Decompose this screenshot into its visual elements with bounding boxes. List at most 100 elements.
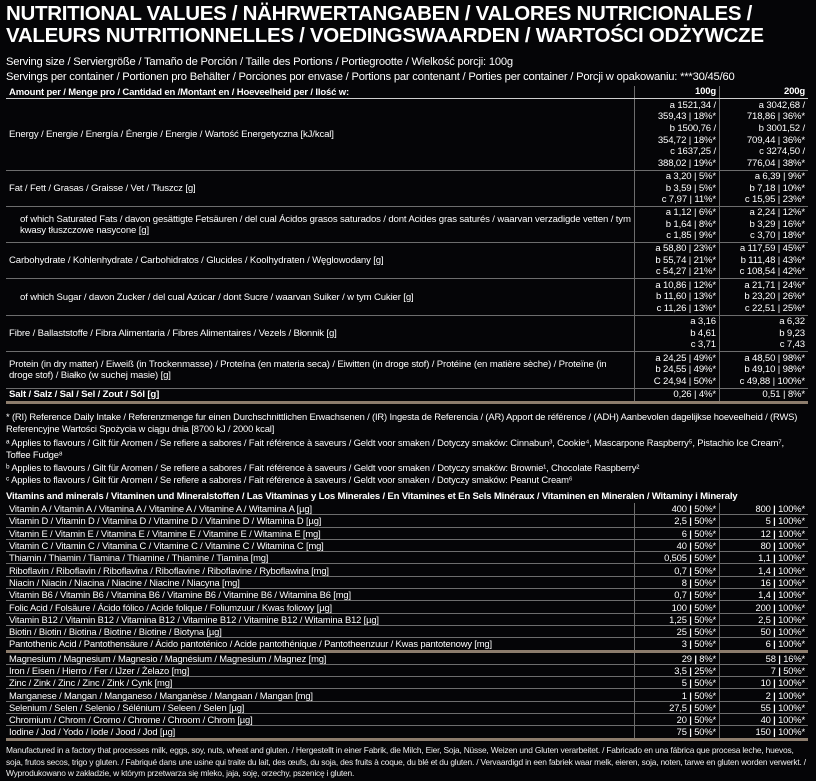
vitamin-label: Vitamin C / Vitamin C / Vitamina C / Vit…	[6, 539, 635, 553]
value-200g: a 6,32 b 9,23 c 7,43	[719, 315, 808, 352]
nutrition-row-salt: Salt / Salz / Sal / Sel / Zout / Sól [g]…	[6, 388, 808, 404]
percent-ri: 100%*	[778, 564, 805, 576]
vitamin-label: Niacin / Niacin / Niacina / Niacine / Ni…	[6, 576, 635, 590]
nutrition-row: of which Sugar / davon Zucker / del cual…	[6, 278, 808, 316]
value-line: c 3274,50 /	[759, 146, 805, 158]
value-line: b 111,48 | 43%*	[740, 254, 806, 266]
vitamin-row: Zinc / Zink / Zinc / Zinc / Zink / Cynk …	[6, 676, 808, 690]
amount: 75	[676, 726, 687, 738]
separator: |	[770, 540, 779, 552]
amount: 1,25	[669, 613, 687, 625]
value-line: a 3042,68 /	[758, 99, 806, 111]
separator: |	[686, 689, 695, 701]
separator: |	[686, 701, 695, 713]
vitamin-label: Vitamin D / Vitamin D / Vitamina D / Vit…	[6, 514, 635, 528]
separator: |	[686, 564, 695, 576]
amount: 55	[760, 701, 771, 713]
vitamin-label: Manganese / Mangan / Manganeso / Manganè…	[6, 688, 635, 702]
amount: 1,4	[758, 564, 771, 576]
amount: 3	[681, 638, 687, 650]
percent-ri: 100%*	[778, 515, 805, 527]
separator: |	[686, 677, 695, 689]
value-line: c 1637,25 /	[670, 146, 716, 158]
vitamin-row: Vitamin E / Vitamin E / Vitamina E / Vit…	[6, 527, 808, 540]
value-line: b 4,61	[690, 327, 716, 339]
servings-per-container: Servings per container / Portionen pro B…	[6, 71, 735, 83]
separator: |	[686, 726, 695, 738]
separator: |	[686, 515, 695, 527]
vitamin-label: Riboflavin / Riboflavin / Riboflavina / …	[6, 563, 635, 577]
separator: |	[770, 714, 779, 726]
amount: 400	[671, 503, 687, 515]
value-line: 359,43 | 18%*	[657, 111, 716, 123]
separator: |	[770, 701, 779, 713]
vitamin-label: Vitamin B6 / Vitamin B6 / Vitamina B6 / …	[6, 588, 635, 602]
amount: 16	[760, 576, 771, 588]
value-line: b 7,18 | 10%*	[749, 182, 806, 194]
value-200g: 7 | 50%*	[719, 664, 808, 678]
value-200g: a 3042,68 /718,86 | 36%* b 3001,52 /709,4…	[719, 98, 808, 171]
separator: |	[775, 652, 784, 664]
percent-ri: 100%*	[778, 503, 805, 515]
value-line: a 3,16	[690, 316, 716, 328]
value-line: c 7,43	[779, 339, 805, 351]
amount: 5	[765, 515, 771, 527]
percent-ri: 50%*	[694, 689, 716, 701]
value-line: a 1521,34 /	[669, 99, 717, 111]
vitamin-label: Chromium / Chrom / Cromo / Chrome / Chro…	[6, 713, 635, 727]
value-line: b 3,29 | 16%*	[749, 218, 806, 230]
value-100g: a 3,20 | 5%* b 3,59 | 5%* c 7,97 | 11%*	[634, 170, 720, 207]
value-line: b 1,64 | 8%*	[665, 218, 716, 230]
nutrient-label: Fibre / Ballaststoffe / Fibra Alimentari…	[6, 315, 635, 352]
separator: |	[686, 613, 695, 625]
percent-ri: 50%*	[694, 726, 716, 738]
amount: 2,5	[758, 613, 771, 625]
separator: |	[770, 527, 779, 539]
separator: |	[770, 552, 779, 564]
amount: 1	[681, 689, 687, 701]
value-200g: 58 | 16%*	[719, 651, 808, 665]
separator: |	[686, 601, 695, 613]
separator: |	[770, 626, 779, 638]
percent-ri: 25%*	[694, 665, 716, 676]
separator: |	[686, 552, 695, 564]
percent-ri: 100%*	[778, 626, 805, 638]
percent-ri: 50%*	[694, 701, 716, 713]
vitamin-row: Vitamin C / Vitamin C / Vitamina C / Vit…	[6, 539, 808, 553]
value-line: 388,02 | 19%*	[657, 157, 716, 169]
nutrient-label: of which Sugar / davon Zucker / del cual…	[6, 278, 635, 316]
percent-ri: 100%*	[778, 589, 805, 601]
value-100g: 75 | 50%*	[634, 725, 720, 741]
value-100g: 6 | 50%*	[634, 527, 720, 540]
vitamin-row: Manganese / Mangan / Manganeso / Manganè…	[6, 688, 808, 702]
separator: |	[686, 626, 695, 638]
percent-ri: 50%*	[694, 714, 716, 726]
value-100g: 40 | 50%*	[634, 539, 720, 553]
footnote-b: ᵇ Applies to flavours / Gilt für Aromen …	[6, 462, 640, 473]
value-line: 354,72 | 18%*	[657, 134, 716, 146]
value-200g: 80 | 100%*	[719, 539, 808, 553]
value-line: c 7,97 | 11%*	[661, 194, 716, 206]
separator: |	[686, 540, 695, 552]
vitamin-row: Vitamin D / Vitamin D / Vitamina D / Vit…	[6, 514, 808, 528]
nutrition-row: Carbohydrate / Kohlenhydrate / Carbohidr…	[6, 242, 808, 279]
nutrition-row: of which Saturated Fats / davon gesättig…	[6, 206, 808, 243]
value-line: b 23,20 | 26%*	[744, 291, 805, 303]
separator: |	[770, 689, 779, 701]
value-100g: a 58,80 | 23%* b 55,74 | 21%* c 54,27 | 21…	[634, 242, 720, 279]
value-line: b 24,55 | 49%*	[655, 364, 716, 376]
value-100g: 100 | 50%*	[634, 600, 720, 614]
value-line: c 49,88 | 100%*	[739, 375, 805, 387]
vitamin-label: Vitamin E / Vitamin E / Vitamina E / Vit…	[6, 527, 635, 540]
nutrient-label: Fat / Fett / Grasas / Graisse / Vet / Tł…	[6, 170, 635, 207]
nutrition-row: Protein (in dry matter) / Eiweiß (in Tro…	[6, 351, 808, 389]
percent-ri: 16%*	[783, 652, 805, 664]
value-100g: 27,5 | 50%*	[634, 701, 720, 715]
value-line: b 49,10 | 98%*	[744, 364, 805, 376]
vitamin-label: Iron / Eisen / Hierro / Fer / IJzer / Że…	[6, 664, 635, 678]
separator: |	[770, 503, 779, 515]
amount: 800	[755, 503, 771, 515]
value-line: a 48,50 | 98%*	[744, 352, 805, 364]
value-200g: 12 | 100%*	[719, 527, 808, 540]
percent-ri: 50%*	[694, 552, 716, 564]
